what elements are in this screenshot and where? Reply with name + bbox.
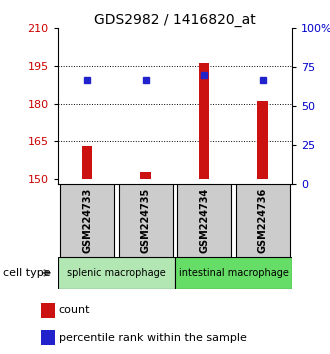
Bar (60, 184, 114, 257)
Bar (177, 184, 231, 257)
Bar (82, 147, 92, 179)
Bar (236, 184, 290, 257)
Bar (58, 257, 175, 289)
Bar (257, 101, 268, 179)
Text: intestinal macrophage: intestinal macrophage (179, 268, 288, 278)
Bar (119, 184, 173, 257)
Text: GSM224734: GSM224734 (199, 188, 209, 253)
Text: percentile rank within the sample: percentile rank within the sample (59, 333, 247, 343)
Text: count: count (59, 305, 90, 315)
Text: GSM224735: GSM224735 (141, 188, 150, 253)
Bar (41, 303, 55, 318)
Text: splenic macrophage: splenic macrophage (67, 268, 166, 278)
Text: cell type: cell type (3, 268, 51, 278)
Title: GDS2982 / 1416820_at: GDS2982 / 1416820_at (94, 13, 256, 27)
Text: GSM224736: GSM224736 (258, 188, 268, 253)
Bar (140, 172, 151, 179)
Bar (175, 257, 292, 289)
Bar (199, 63, 210, 179)
Text: GSM224733: GSM224733 (82, 188, 92, 253)
Bar (41, 330, 55, 345)
